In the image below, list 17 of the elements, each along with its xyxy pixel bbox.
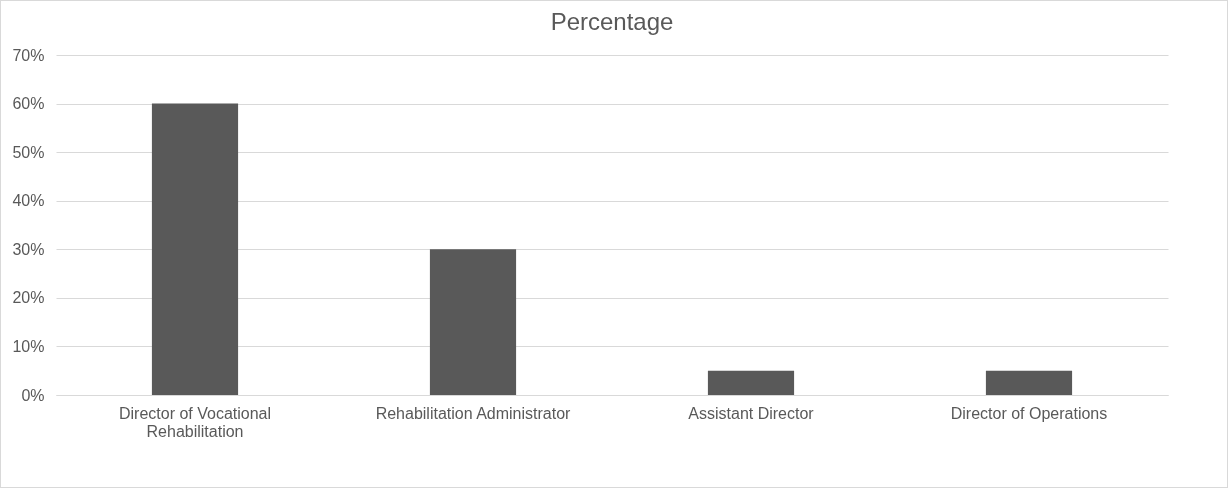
bar xyxy=(707,370,795,395)
y-tick-label: 60% xyxy=(12,95,45,113)
y-tick-label: 50% xyxy=(12,143,45,161)
bar xyxy=(985,370,1073,395)
y-tick-label: 30% xyxy=(12,240,45,258)
x-tick-label: Director of Operations xyxy=(950,404,1108,422)
y-tick-label: 20% xyxy=(12,289,45,307)
x-tick-label: Director of Vocational Rehabilitation xyxy=(118,404,272,440)
y-tick-label: 40% xyxy=(12,192,45,210)
y-tick-label: 10% xyxy=(12,337,45,355)
x-tick-label: Rehabilitation Administrator xyxy=(375,404,572,422)
bar xyxy=(151,103,239,395)
y-tick-label: 0% xyxy=(21,386,45,404)
x-tick-label: Assistant Director xyxy=(688,404,815,422)
chart-title: Percentage xyxy=(550,8,674,35)
bar xyxy=(429,249,517,395)
y-tick-label: 70% xyxy=(12,46,45,64)
